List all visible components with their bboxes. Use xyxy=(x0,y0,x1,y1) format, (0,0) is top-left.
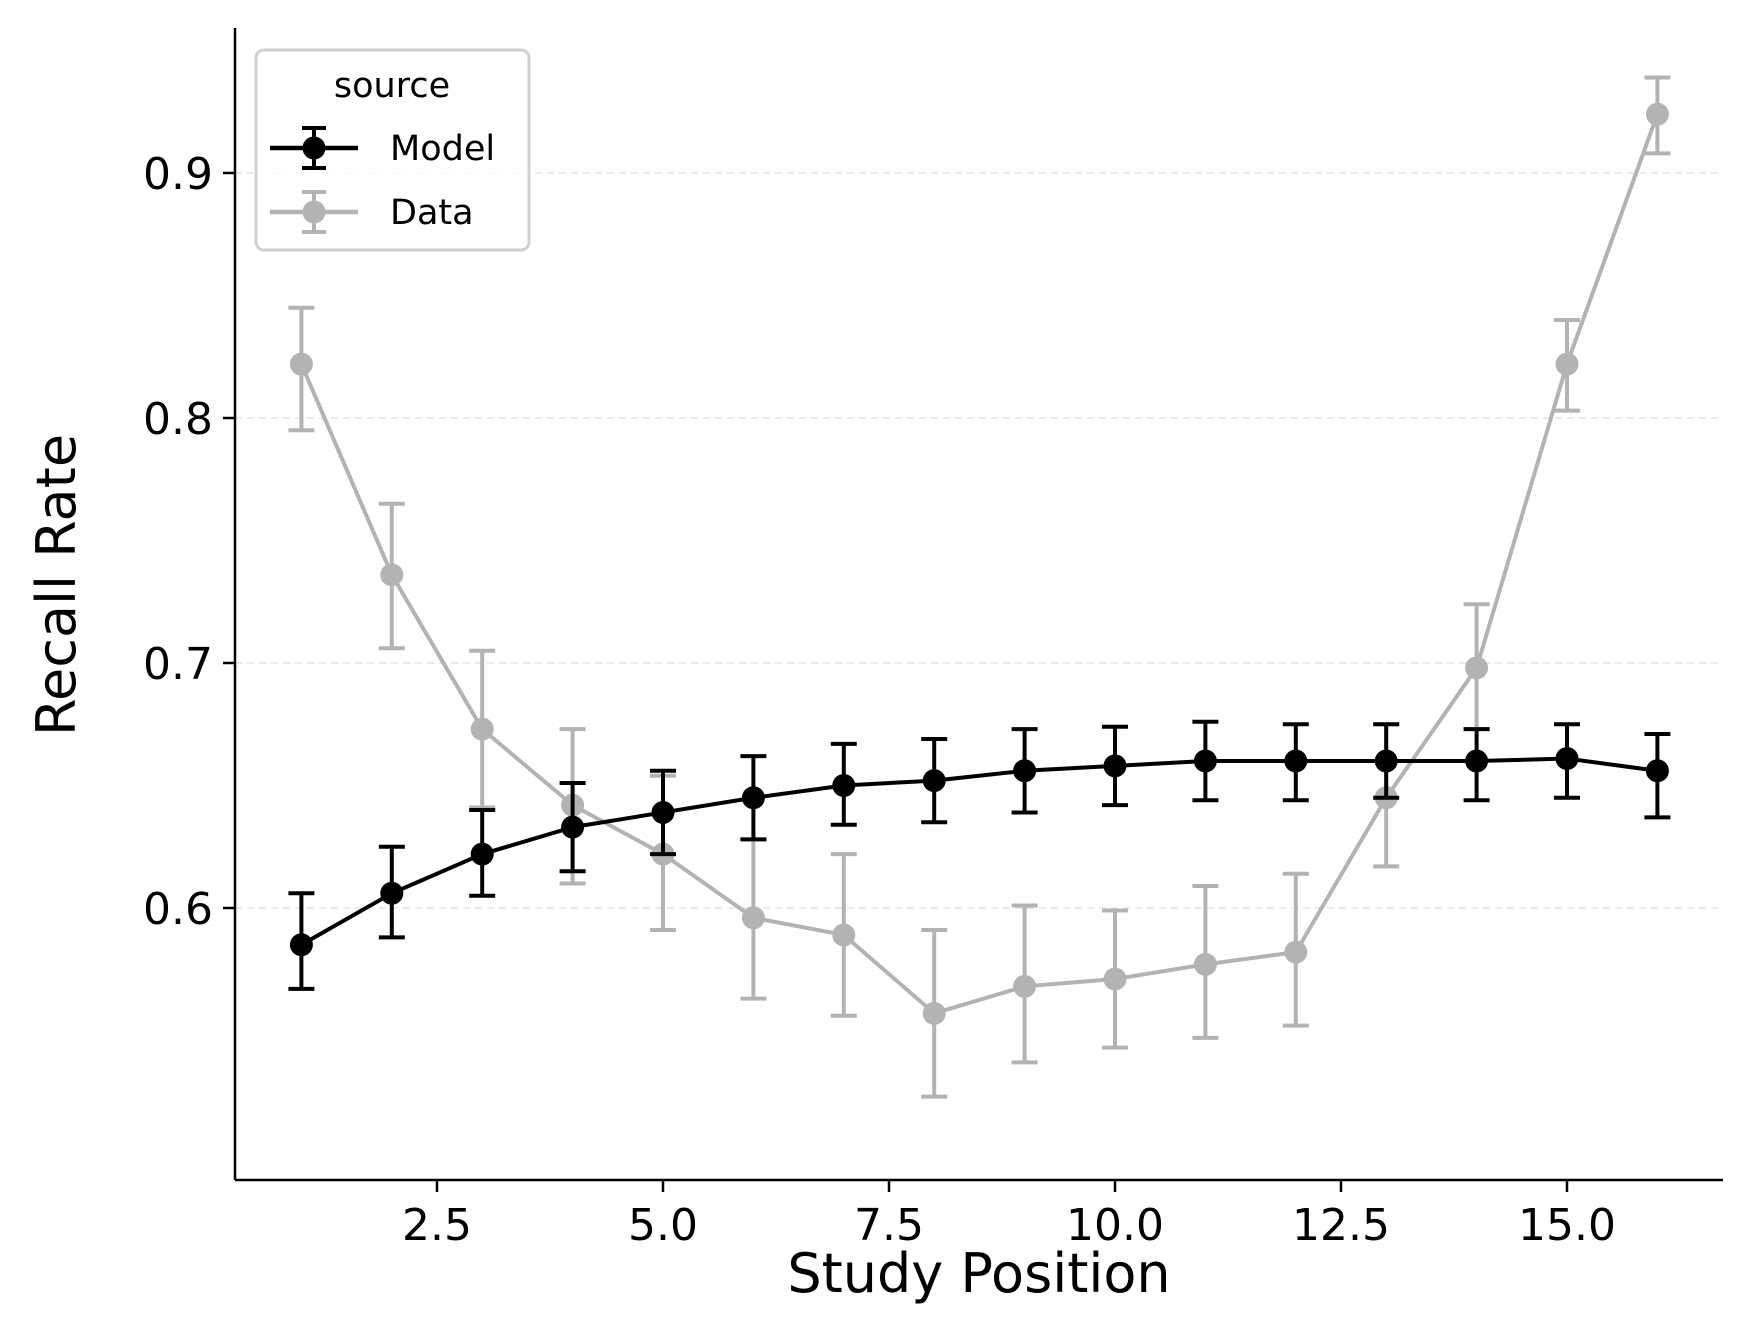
legend-entry-model: Model xyxy=(270,126,495,170)
y-axis-title: Recall Rate xyxy=(25,434,88,736)
legend-marker xyxy=(302,136,326,160)
x-tick-label: 15.0 xyxy=(1518,1200,1616,1251)
series-data xyxy=(288,75,1671,1099)
axes xyxy=(233,28,1723,1182)
x-ticks: 2.5 5.0 7.5 10.0 12.5 15.0 xyxy=(402,1180,1616,1251)
data-point xyxy=(832,774,856,797)
series-line xyxy=(299,113,1660,1016)
data-point xyxy=(1193,749,1217,773)
data-point xyxy=(832,923,856,947)
data-point xyxy=(1013,974,1037,998)
data-point xyxy=(741,786,765,810)
x-tick-label: 7.5 xyxy=(854,1200,924,1251)
data-point xyxy=(470,842,494,866)
data-point xyxy=(1645,759,1669,783)
x-tick-label: 10.0 xyxy=(1066,1200,1164,1251)
data-point xyxy=(1555,352,1579,376)
data-point xyxy=(741,906,765,930)
y-tick-label: 0.7 xyxy=(143,639,213,690)
data-point xyxy=(380,881,404,905)
legend: source Model Data xyxy=(254,48,531,252)
gridlines xyxy=(235,172,1723,909)
data-point xyxy=(1284,749,1308,773)
legend-label: Data xyxy=(390,193,474,233)
legend-label: Model xyxy=(390,129,495,169)
data-point xyxy=(1284,940,1308,964)
data-point xyxy=(1193,952,1217,976)
data-point xyxy=(1374,749,1398,773)
data-point xyxy=(1465,656,1489,680)
x-axis-title: Study Position xyxy=(787,1242,1170,1305)
x-tick-label: 2.5 xyxy=(402,1200,472,1251)
data-point xyxy=(1465,749,1489,773)
x-tick-label: 5.0 xyxy=(628,1200,698,1251)
x-tick-label: 12.5 xyxy=(1292,1200,1390,1251)
data-point xyxy=(922,1001,946,1025)
legend-entry-data: Data xyxy=(270,190,474,234)
legend-marker xyxy=(302,200,326,224)
series-line xyxy=(300,756,1658,947)
data-point xyxy=(561,815,585,839)
y-tick-label: 0.8 xyxy=(143,394,213,445)
data-point xyxy=(1103,967,1127,991)
data-point xyxy=(380,563,404,587)
legend-box xyxy=(254,48,531,252)
y-tick-label: 0.6 xyxy=(143,884,213,935)
y-tick-label: 0.9 xyxy=(143,149,213,200)
data-point xyxy=(1103,754,1127,778)
data-point xyxy=(289,933,313,957)
data-point xyxy=(1645,102,1669,126)
data-point xyxy=(1555,747,1579,771)
series-model xyxy=(288,719,1671,991)
legend-title: source xyxy=(334,66,450,106)
series-layer xyxy=(288,75,1671,1099)
data-point xyxy=(289,352,313,376)
data-point xyxy=(470,717,494,741)
y-ticks: 0.6 0.7 0.8 0.9 xyxy=(143,149,235,935)
data-point xyxy=(922,769,946,793)
data-point xyxy=(651,800,675,824)
data-point xyxy=(1013,759,1037,783)
